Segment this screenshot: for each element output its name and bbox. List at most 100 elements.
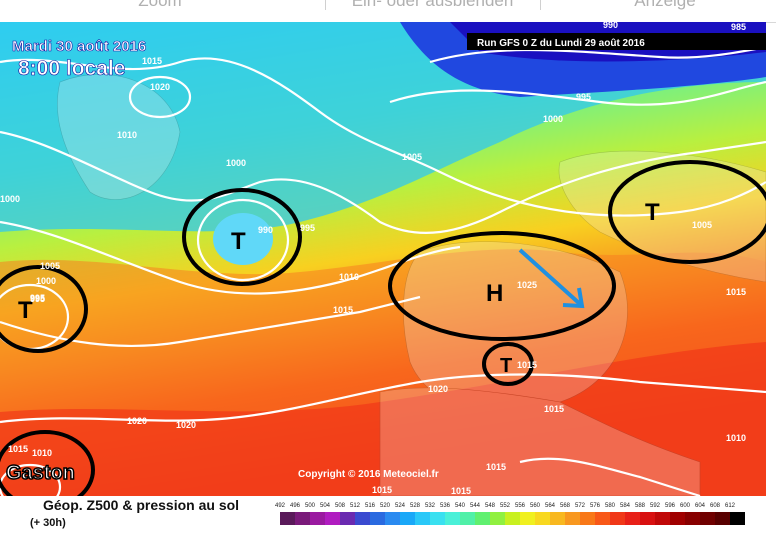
run-info-box <box>467 33 766 50</box>
scale-swatch <box>535 512 550 525</box>
scale-swatch <box>580 512 595 525</box>
isobar-labels: 1015 1020 1010 1000 995 990 1005 1000 99… <box>0 22 746 496</box>
scale-label: 576 <box>589 503 601 509</box>
scale-swatch <box>370 512 385 525</box>
scale-label: 564 <box>544 503 556 509</box>
scale-label: 512 <box>349 503 361 509</box>
isobar-label: 1015 <box>486 462 506 472</box>
weather-map: T T T H T 1015 1020 1010 1000 995 990 10… <box>0 22 766 496</box>
scale-label: 600 <box>679 503 691 509</box>
isobar-label: 1000 <box>543 114 563 124</box>
scale-label: 496 <box>289 503 301 509</box>
scale-swatch <box>670 512 685 525</box>
scale-label: 580 <box>604 503 616 509</box>
isobar-label: 1005 <box>692 220 712 230</box>
toolbar-divider <box>540 0 541 10</box>
isobar-label: 1005 <box>40 261 60 271</box>
scale-label: 540 <box>454 503 466 509</box>
isobar-label: 1000 <box>226 158 246 168</box>
zoom-button[interactable]: Zoom <box>138 0 182 10</box>
isobar-label: 1020 <box>127 416 147 426</box>
scale-swatch <box>280 512 295 525</box>
legend-subtitle: (+ 30h) <box>30 517 66 529</box>
forecast-date: Mardi 30 août 2016 <box>12 38 146 55</box>
scale-label: 528 <box>409 503 421 509</box>
isobar-label: 1015 <box>372 485 392 495</box>
scale-swatch <box>565 512 580 525</box>
low-pressure-marker: T <box>645 199 660 226</box>
low-pressure-marker: T <box>18 297 33 324</box>
isobar-label: 1015 <box>451 486 471 496</box>
forecaster-circles <box>0 160 766 496</box>
scale-swatch <box>550 512 565 525</box>
scale-label: 592 <box>649 503 661 509</box>
toggle-button[interactable]: Ein- oder ausblenden <box>351 0 514 10</box>
scale-label: 516 <box>364 503 376 509</box>
isobar-label: 1015 <box>8 444 28 454</box>
isobar-label: 1000 <box>36 276 56 286</box>
isobar-label: 995 <box>30 293 45 303</box>
scale-label: 588 <box>634 503 646 509</box>
show-button[interactable]: Anzeige <box>634 0 696 10</box>
scale-swatch <box>400 512 415 525</box>
isobar-label: 1010 <box>726 433 746 443</box>
isobar-label: 1020 <box>428 384 448 394</box>
scale-label: 604 <box>694 503 706 509</box>
high-pressure-marker: H <box>486 280 503 307</box>
isobar-label: 1015 <box>544 404 564 414</box>
storm-label: Gaston <box>6 462 75 484</box>
scale-swatch <box>595 512 610 525</box>
scale-swatch <box>625 512 640 525</box>
scale-swatch <box>415 512 430 525</box>
low-pressure-marker: T <box>500 355 512 377</box>
scale-swatch <box>340 512 355 525</box>
hot-field <box>0 342 766 496</box>
scale-label: 568 <box>559 503 571 509</box>
scale-label: 536 <box>439 503 451 509</box>
isobar-label: 1000 <box>0 194 20 204</box>
scale-label: 584 <box>619 503 631 509</box>
toolbar-divider <box>325 0 326 10</box>
isobar-label: 1015 <box>333 305 353 315</box>
scale-swatch <box>295 512 310 525</box>
scale-label: 548 <box>484 503 496 509</box>
scale-swatch <box>445 512 460 525</box>
legend: Géop. Z500 & pression au sol (+ 30h) 492… <box>0 496 776 554</box>
scale-swatch <box>700 512 715 525</box>
low-pressure-marker: T <box>231 228 246 255</box>
scale-swatch <box>490 512 505 525</box>
scale-swatch <box>475 512 490 525</box>
isobar-label: 985 <box>731 22 746 32</box>
scale-label: 552 <box>499 503 511 509</box>
scale-swatch <box>640 512 655 525</box>
forecast-time: 8:00 locale <box>18 57 125 80</box>
isobar-label: 990 <box>603 22 618 30</box>
image-toolbar: Zoom Ein- oder ausblenden Anzeige <box>0 0 776 23</box>
color-scale: 492 496 500 504 508 512 516 520 524 528 532 536 540 5… <box>275 503 750 533</box>
isobar-label: 995 <box>30 294 45 304</box>
scale-swatch <box>520 512 535 525</box>
run-info: Run GFS 0 Z du Lundi 29 août 2016 <box>477 38 645 49</box>
copyright: Copyright © 2016 Meteociel.fr <box>298 469 439 480</box>
cutoff-low-field <box>213 213 273 265</box>
scale-swatch <box>310 512 325 525</box>
isobars <box>0 45 766 496</box>
scale-swatch <box>715 512 730 525</box>
scale-label: 508 <box>334 503 346 509</box>
scale-label: 520 <box>379 503 391 509</box>
isobar-label: 1015 <box>142 56 162 66</box>
flow-arrow <box>518 248 585 309</box>
isobar-label: 1010 <box>339 272 359 282</box>
scale-label: 608 <box>709 503 721 509</box>
scale-swatch <box>685 512 700 525</box>
isobar-label: 1025 <box>517 280 537 290</box>
scale-swatch <box>730 512 745 525</box>
scale-swatch <box>385 512 400 525</box>
scale-label: 596 <box>664 503 676 509</box>
scale-label: 572 <box>574 503 586 509</box>
isobar-label: 1015 <box>517 360 537 370</box>
scale-swatch <box>430 512 445 525</box>
isobar-label: 995 <box>576 92 591 102</box>
legend-title: Géop. Z500 & pression au sol <box>43 497 240 513</box>
isobar-label: 1005 <box>402 152 422 162</box>
